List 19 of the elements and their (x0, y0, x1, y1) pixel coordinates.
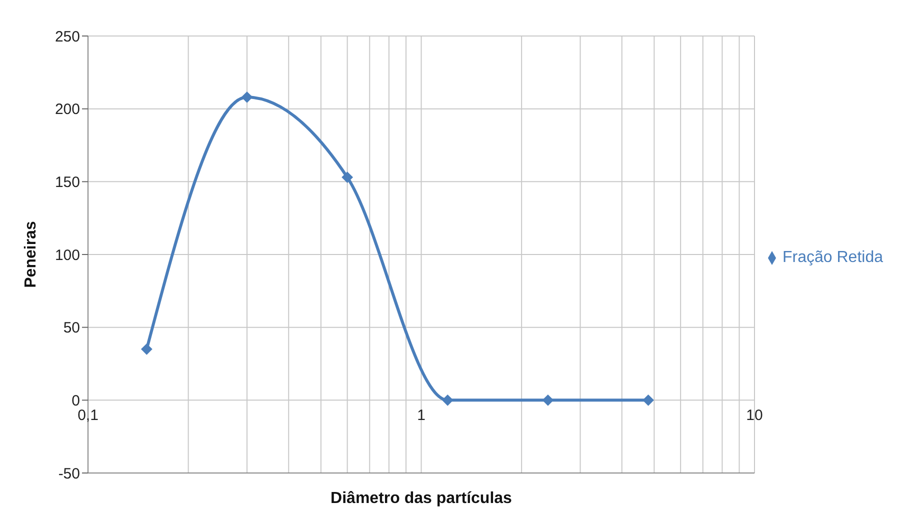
y-tick-label: 0 (72, 392, 80, 410)
legend-label: Fração Retida (782, 249, 883, 266)
x-tick-label: 0,1 (78, 407, 98, 424)
y-tick-label: 250 (54, 28, 80, 46)
point (242, 92, 252, 103)
x-tick-label: 10 (746, 407, 763, 424)
y-tick-label: -50 (58, 465, 80, 482)
y-tick-label: 100 (54, 246, 80, 264)
x-tick-label: 1 (417, 407, 426, 424)
point (141, 344, 152, 355)
y-tick-label: 50 (63, 320, 80, 337)
point (342, 172, 353, 183)
x-axis-title: Diâmetro das partículas (330, 490, 512, 507)
point (442, 394, 454, 406)
y-axis-title: Peneiras (22, 221, 40, 288)
point (542, 394, 554, 406)
y-tick-label: 200 (54, 101, 80, 118)
point (642, 394, 654, 406)
y-tick-label: 150 (54, 174, 80, 191)
